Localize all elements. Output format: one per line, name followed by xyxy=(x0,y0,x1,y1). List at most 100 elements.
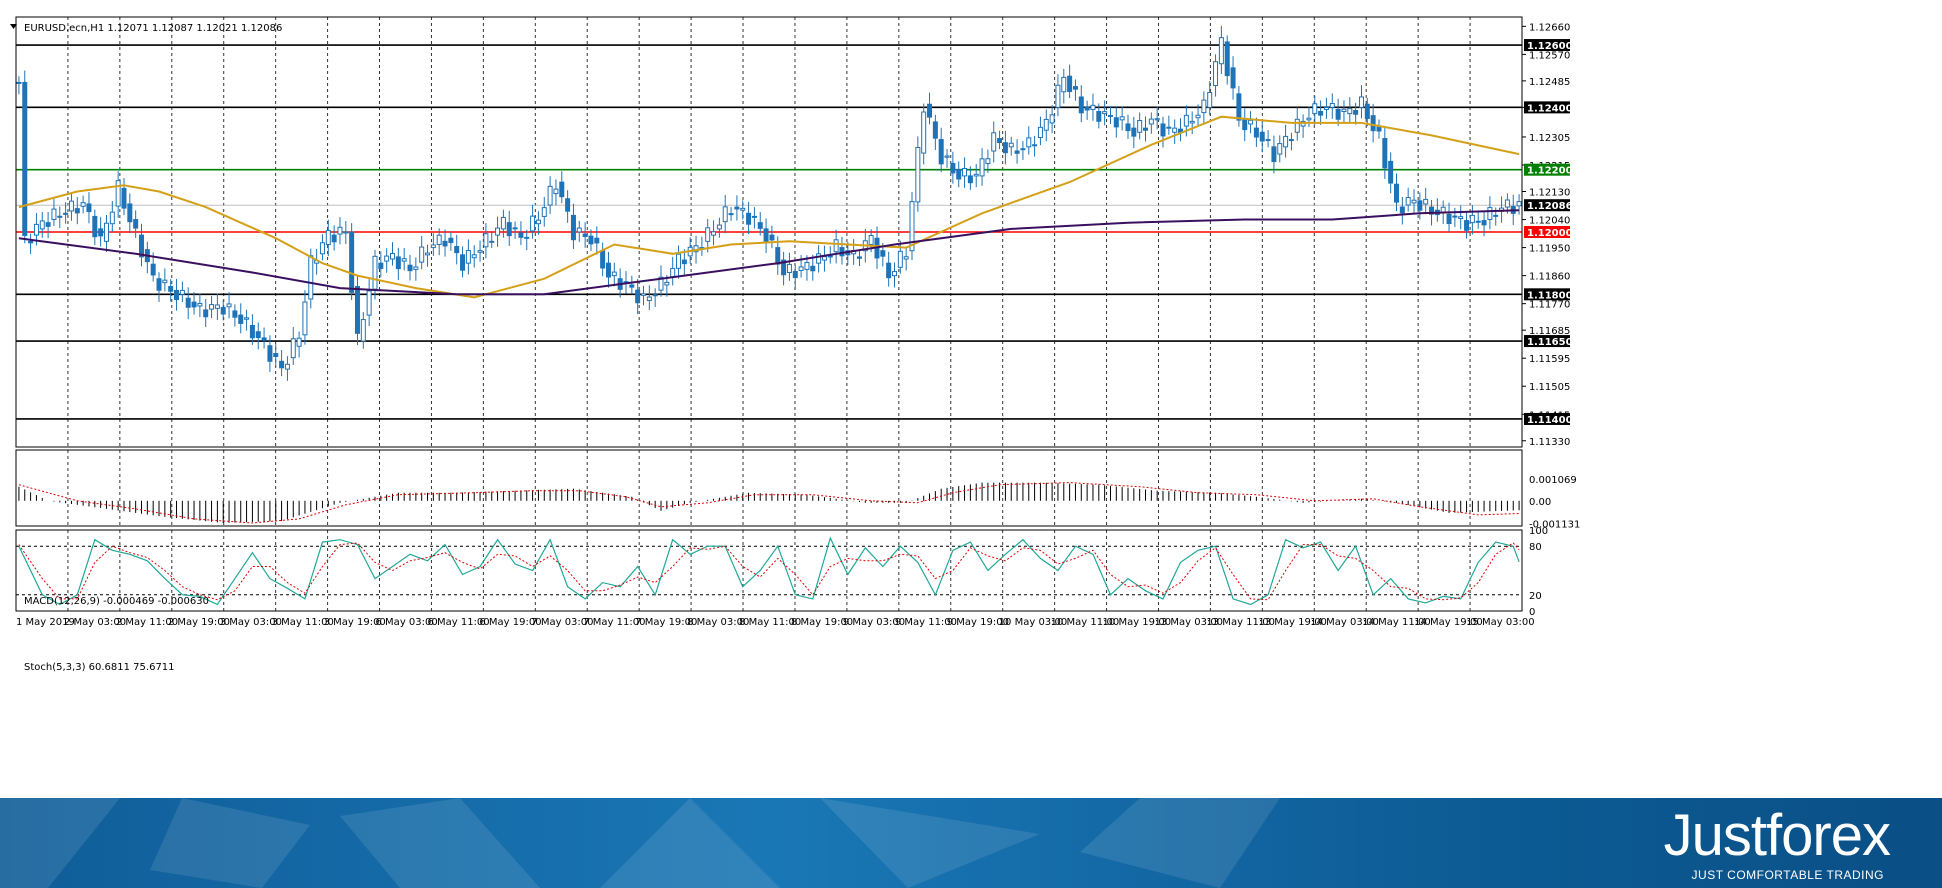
candle-body xyxy=(337,226,343,235)
candle-body xyxy=(1504,199,1510,208)
candle-body xyxy=(168,286,174,292)
candle-body xyxy=(979,158,985,177)
candle-body xyxy=(308,255,314,300)
candle-body xyxy=(1125,123,1131,132)
candle-body xyxy=(1423,198,1429,205)
candle-body xyxy=(786,263,792,274)
candle-body xyxy=(1376,126,1382,132)
candle-body xyxy=(360,319,366,342)
candle-body xyxy=(1119,116,1125,121)
candle-body xyxy=(1078,96,1084,114)
candle-body xyxy=(559,181,565,198)
candle-body xyxy=(121,187,127,209)
time-label: 13 May 11:00 xyxy=(1206,617,1275,628)
candle-body xyxy=(1084,106,1090,111)
candle-body xyxy=(1090,104,1096,110)
candle-body xyxy=(261,337,267,341)
candle-body xyxy=(1388,160,1394,184)
candle-body xyxy=(991,132,997,152)
candle-body xyxy=(1475,220,1481,223)
candle-body xyxy=(512,227,518,230)
candle-body xyxy=(1172,127,1178,133)
candle-body xyxy=(174,289,180,301)
candle-body xyxy=(354,286,360,334)
candle-body xyxy=(646,296,652,302)
candle-body xyxy=(956,169,962,180)
candle-body xyxy=(296,337,302,347)
stoch-tick-label: 100 xyxy=(1529,526,1548,537)
candle-body xyxy=(1224,41,1230,77)
macd-tick-label: 0.00 xyxy=(1529,497,1551,508)
candle-body xyxy=(267,345,273,362)
candle-body xyxy=(1341,108,1347,113)
candle-body xyxy=(868,235,874,245)
candle-body xyxy=(1323,107,1329,110)
price-tick-label: 1.12660 xyxy=(1529,22,1570,33)
time-label: 15 May 03:00 xyxy=(1466,617,1535,628)
level-tag xyxy=(1524,39,1570,52)
pane-frame xyxy=(15,449,1523,527)
candle-body xyxy=(425,252,431,256)
candle-body xyxy=(938,139,944,165)
price-tick-label: 1.12130 xyxy=(1529,187,1570,198)
dropdown-triangle-icon[interactable] xyxy=(10,24,17,29)
candle-body xyxy=(413,266,419,270)
candle-body xyxy=(886,262,892,279)
candle-body xyxy=(343,231,349,234)
candle-body xyxy=(664,281,670,286)
candle-body xyxy=(775,247,781,265)
candle-body xyxy=(1493,214,1499,217)
candle-body xyxy=(495,227,501,236)
candle-body xyxy=(39,220,45,230)
candle-body xyxy=(191,301,197,308)
candle-body xyxy=(1072,86,1078,90)
price-tick-label: 1.11770 xyxy=(1529,300,1570,311)
candle-body xyxy=(1353,109,1359,115)
stoch-tick-label: 20 xyxy=(1529,591,1542,602)
candle-body xyxy=(804,261,810,270)
candle-body xyxy=(430,244,436,249)
candle-body xyxy=(1265,139,1271,142)
candle-body xyxy=(454,246,460,254)
candle-body xyxy=(1137,120,1143,133)
candle-body xyxy=(1382,138,1388,169)
candle-body xyxy=(139,234,144,258)
candle-body xyxy=(1002,142,1008,154)
time-label: 3 May 19:00 xyxy=(324,617,386,628)
candle-body xyxy=(1516,201,1522,207)
pane-frames xyxy=(15,16,1523,612)
candle-body xyxy=(1037,126,1043,138)
candle-body xyxy=(932,121,938,139)
candle-body xyxy=(1218,37,1224,65)
price-tick-label: 1.11950 xyxy=(1529,244,1570,255)
candle-body xyxy=(1166,126,1172,129)
candle-body xyxy=(1271,146,1277,163)
candle-body xyxy=(244,317,250,320)
level-tag-label: 1.11800 xyxy=(1527,290,1573,301)
candle-body xyxy=(816,253,822,264)
candle-body xyxy=(629,284,635,288)
candle-body xyxy=(1020,148,1026,151)
candle-body xyxy=(1306,117,1312,121)
candle-body xyxy=(80,202,86,207)
candle-body xyxy=(681,259,687,265)
candle-body xyxy=(781,259,787,276)
pane-frame xyxy=(15,529,1523,612)
candle-body xyxy=(92,215,98,238)
candle-body xyxy=(162,279,168,284)
candle-body xyxy=(460,254,466,271)
pane-frame xyxy=(15,16,1523,448)
price-tick-label: 1.11860 xyxy=(1529,272,1570,283)
time-label: 10 May 03:00 xyxy=(999,617,1068,628)
candle-body xyxy=(792,270,798,279)
candle-body xyxy=(670,267,676,278)
candle-body xyxy=(1429,206,1435,215)
candle-body xyxy=(1312,103,1318,115)
time-label: 10 May 19:00 xyxy=(1103,617,1172,628)
candle-body xyxy=(1446,213,1452,225)
candle-body xyxy=(489,240,495,243)
candle-body xyxy=(471,254,477,259)
candle-body xyxy=(197,303,203,307)
candle-body xyxy=(1318,111,1324,116)
current-price-tag xyxy=(1524,199,1570,212)
